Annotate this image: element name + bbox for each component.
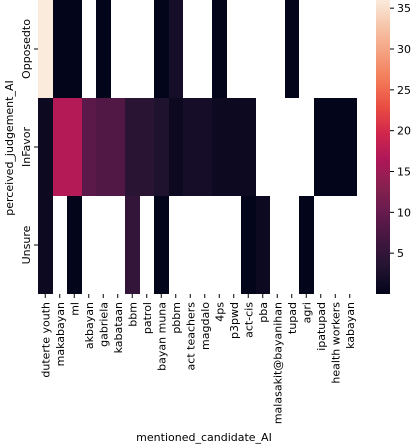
heatmap-cell (38, 98, 53, 196)
colorbar-tick-label: 10 (397, 206, 411, 219)
x-tick-label: gabriela (97, 302, 110, 347)
x-tick-label: ml (68, 302, 81, 316)
colorbar-tick-label: 20 (397, 125, 411, 138)
heatmap-cell (198, 98, 212, 196)
x-tick-label: bayan muna (155, 302, 168, 371)
x-tick-label: makabayan (54, 302, 67, 366)
heatmap-cell (125, 196, 140, 294)
x-tick-label: akbayan (83, 302, 96, 349)
heatmap-cell (53, 98, 67, 196)
y-tick-label: Opposedto (20, 19, 33, 79)
heatmap-cell (38, 0, 53, 98)
heatmap-cell (212, 98, 227, 196)
x-tick-label: kabayan (344, 302, 357, 349)
heatmap-cell (53, 0, 67, 98)
heatmap-cell (299, 196, 314, 294)
heatmap-cell (111, 98, 125, 196)
heatmap-cell (67, 98, 82, 196)
heatmap-cell (140, 98, 154, 196)
heatmap-cell (285, 0, 299, 98)
colorbar-tick-label: 35 (397, 2, 411, 15)
heatmap-cell (125, 98, 140, 196)
heatmap-cell (328, 98, 343, 196)
x-tick-label: agri (300, 302, 313, 323)
colorbar-ticks: 5 10 15 20 25 30 35 (390, 2, 411, 260)
heatmap-cell (169, 0, 183, 98)
y-axis-ticks: Opposedto InFavor Unsure (20, 19, 38, 264)
x-tick-label: magdalo (199, 302, 212, 350)
x-tick-label: 4ps (213, 302, 226, 322)
heatmap-cell (82, 98, 96, 196)
heatmap-cell (241, 196, 256, 294)
heatmap-cell (241, 98, 256, 196)
colorbar-tick-label: 30 (397, 43, 411, 56)
x-axis-ticks: duterte youth makabayan ml akbayan gabriela k… (39, 294, 357, 424)
x-tick-label: ipatupad (315, 302, 328, 351)
x-tick-label: act-cis (242, 302, 255, 338)
heatmap-cell (314, 98, 328, 196)
heatmap-cell (169, 98, 183, 196)
x-tick-label: bbm (126, 302, 139, 327)
colorbar-tick-label: 15 (397, 166, 411, 179)
heatmap-cell (67, 196, 82, 294)
heatmap-cell (183, 98, 198, 196)
heatmap-cell (212, 0, 227, 98)
x-tick-label: pbbm (170, 302, 183, 334)
x-tick-label: patrol (141, 302, 154, 334)
x-tick-label: health workers (329, 302, 342, 384)
x-tick-label: act teachers (184, 302, 197, 371)
heatmap-cell (227, 98, 241, 196)
colorbar (376, 0, 390, 294)
x-tick-label: p3pwd (228, 302, 241, 339)
x-tick-label: duterte youth (39, 302, 52, 378)
x-tick-label: tupad (286, 302, 299, 334)
x-tick-label: pba (257, 302, 270, 323)
heatmap-cell (96, 98, 111, 196)
heatmap-cells (38, 0, 357, 294)
colorbar-tick-label: 25 (397, 84, 411, 97)
y-tick-label: Unsure (20, 225, 33, 264)
y-tick-label: InFavor (20, 127, 33, 168)
heatmap-cell (154, 98, 169, 196)
x-tick-label: kabataan (112, 302, 125, 353)
x-tick-label: malasakit@bayanihan (271, 302, 284, 424)
heatmap-cell (154, 196, 169, 294)
colorbar-tick-label: 5 (397, 247, 404, 260)
heatmap-cell (343, 98, 357, 196)
heatmap-cell (256, 196, 270, 294)
y-axis-label: perceived_judgement_AI (3, 80, 16, 215)
heatmap-cell (67, 0, 82, 98)
heatmap-cell (96, 0, 111, 98)
x-axis-label: mentioned_candidate_AI (136, 431, 272, 444)
heatmap-cell (38, 196, 53, 294)
heatmap-cell (154, 0, 169, 98)
